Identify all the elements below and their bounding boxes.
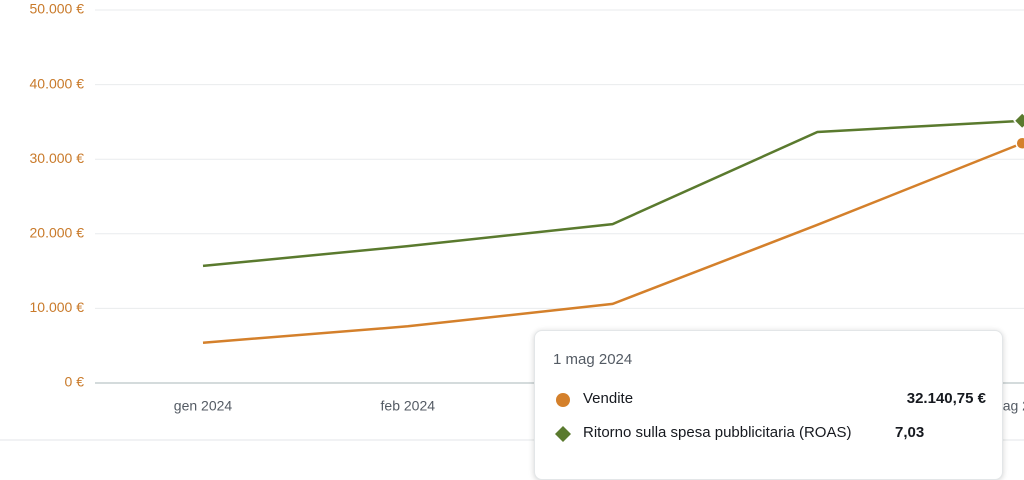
chart: 0 € 10.000 € 20.000 € 30.000 € 40.000 € 50.00… [0,1,1024,441]
legend-label: Vendite [583,390,634,407]
hover-point [1015,136,1024,150]
y-tick-label: 20.000 € [30,225,85,241]
y-tick-label: 30.000 € [30,150,85,166]
x-tick-label: feb 2024 [381,398,436,414]
y-tick-label: 40.000 € [30,75,85,91]
tooltip-value: 32.140,75 € [906,390,986,407]
tooltip: 1 mag 2024 Vendite 32.140,75 € Ritorno s… [534,330,1003,480]
tooltip-value: 7,03 [895,424,925,441]
x-tick-label: gen 2024 [174,398,233,414]
hover-point [1013,111,1024,130]
series-line [202,119,1023,268]
legend-circle [556,393,570,407]
tooltip-title: 1 mag 2024 [553,351,633,368]
legend-marker [555,426,571,442]
series-line [202,142,1023,344]
legend-marker [556,393,570,407]
tooltip-row: Vendite 32.140,75 € [553,389,986,409]
legend-diamond [555,426,571,442]
y-tick-label: 0 € [65,374,85,390]
tooltip-row: Ritorno sulla spesa pubblicitaria (ROAS)… [553,423,986,443]
legend-label: Ritorno sulla spesa pubblicitaria (ROAS) [583,424,852,441]
y-tick-label: 50.000 € [30,1,85,17]
y-tick-label: 10.000 € [30,299,85,315]
